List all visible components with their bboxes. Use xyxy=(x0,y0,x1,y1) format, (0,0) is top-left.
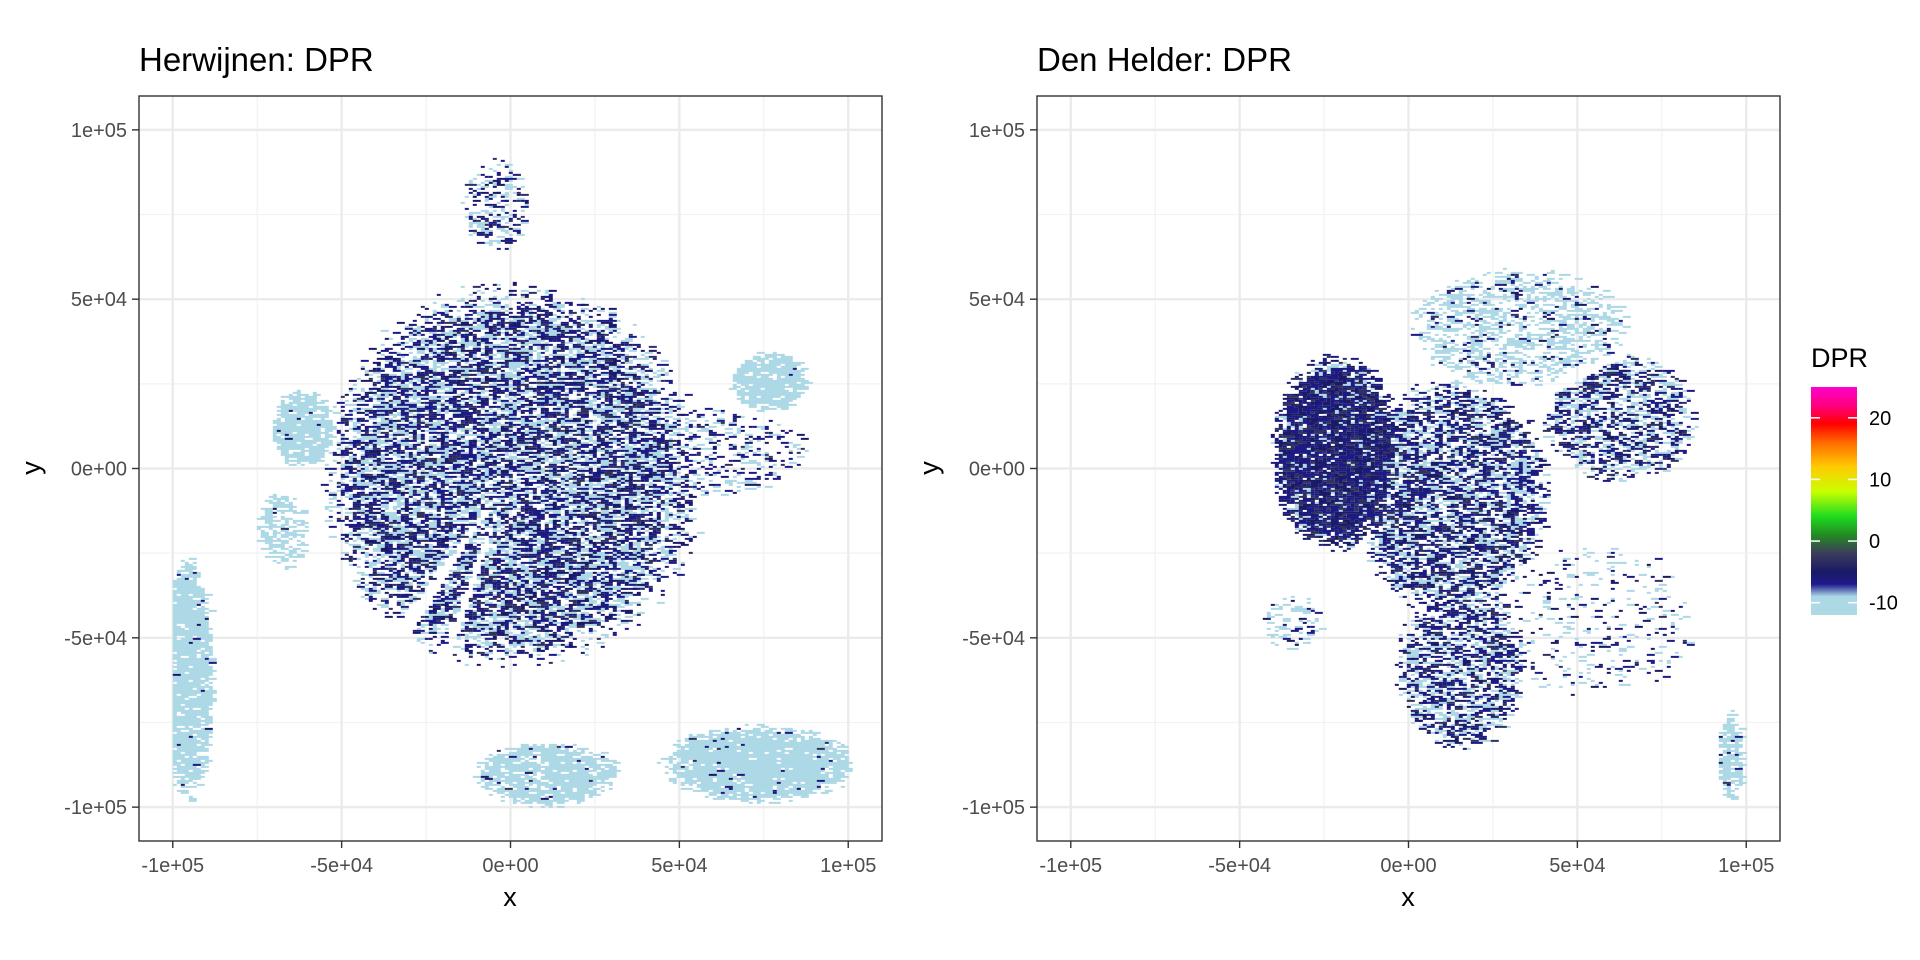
y-tick-label: 5e+04 xyxy=(71,289,127,311)
panel-title-den-helder: Den Helder: DPR xyxy=(1037,41,1292,78)
radar-cells-herwijnen xyxy=(172,157,853,808)
legend: DPR -10 0 10 20 xyxy=(1811,343,1898,615)
y-axis-ticks-herwijnen: -1e+05 -5e+04 0e+00 5e+04 1e+05 xyxy=(64,120,139,819)
x-axis-ticks-den-helder: -1e+05 -5e+04 0e+00 5e+04 1e+05 xyxy=(1039,841,1774,877)
x-axis-ticks-herwijnen: -1e+05 -5e+04 0e+00 5e+04 1e+05 xyxy=(141,841,876,877)
x-tick-label: 5e+04 xyxy=(651,855,707,877)
x-axis-title-den-helder: x xyxy=(1401,882,1415,912)
legend-tick-label: -10 xyxy=(1869,593,1898,615)
radar-cells-den-helder xyxy=(1262,267,1747,800)
x-tick-label: 1e+05 xyxy=(820,855,876,877)
x-tick-label: -1e+05 xyxy=(141,855,204,877)
x-tick-label: -5e+04 xyxy=(310,855,373,877)
x-tick-label: -1e+05 xyxy=(1039,855,1102,877)
radar-cells-dpr-band-c xyxy=(1274,273,1731,784)
x-tick-label: 0e+00 xyxy=(1380,855,1436,877)
panel-herwijnen: Herwijnen: DPR -1e+05 -5e+04 0e+00 5e+04 1e+… xyxy=(16,41,883,912)
y-tick-label: 0e+00 xyxy=(71,459,127,481)
x-tick-label: -5e+04 xyxy=(1208,855,1271,877)
legend-tick-label: 10 xyxy=(1869,469,1891,491)
y-axis-title-den-helder: y xyxy=(914,461,944,475)
panel-title-herwijnen: Herwijnen: DPR xyxy=(139,41,374,78)
legend-ticks: -10 0 10 20 xyxy=(1811,408,1898,615)
y-tick-label: 5e+04 xyxy=(969,289,1025,311)
legend-title: DPR xyxy=(1811,343,1868,373)
y-tick-label: -1e+05 xyxy=(962,797,1025,819)
x-tick-label: 0e+00 xyxy=(482,855,538,877)
y-tick-label: -5e+04 xyxy=(64,628,127,650)
y-axis-ticks-den-helder: -1e+05 -5e+04 0e+00 5e+04 1e+05 xyxy=(962,120,1037,819)
x-tick-label: 5e+04 xyxy=(1549,855,1605,877)
y-axis-title-herwijnen: y xyxy=(16,461,46,475)
y-tick-label: -5e+04 xyxy=(962,628,1025,650)
y-tick-label: 0e+00 xyxy=(969,459,1025,481)
y-tick-label: 1e+05 xyxy=(71,120,127,142)
legend-colorbar xyxy=(1811,387,1857,615)
legend-tick-label: 0 xyxy=(1869,531,1880,553)
x-tick-label: 1e+05 xyxy=(1718,855,1774,877)
panel-den-helder: Den Helder: DPR -1e+05 -5e+04 0e+00 5e+04 1e… xyxy=(914,41,1781,912)
y-tick-label: 1e+05 xyxy=(969,120,1025,142)
legend-tick-label: 20 xyxy=(1869,408,1891,430)
y-tick-label: -1e+05 xyxy=(64,797,127,819)
x-axis-title-herwijnen: x xyxy=(503,882,517,912)
radar-cells-dpr-band-c xyxy=(280,157,829,790)
